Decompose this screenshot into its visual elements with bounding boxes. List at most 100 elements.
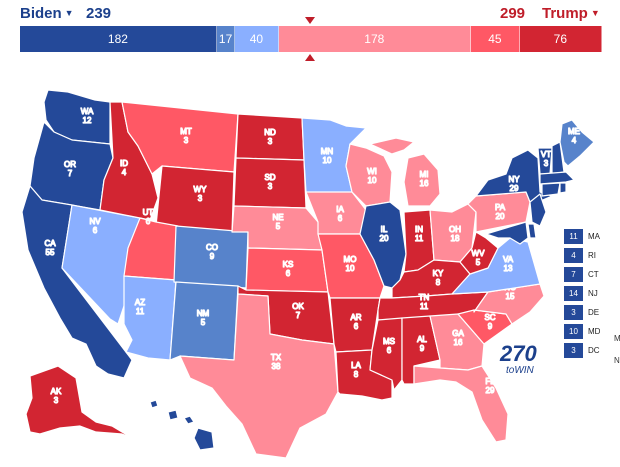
svg-text:AK3: AK 3 <box>51 387 62 405</box>
state-MS-abbr: MS <box>383 337 395 346</box>
svg-text:NE5: NE 5 <box>272 213 283 231</box>
state-MO-ev: 10 <box>346 264 355 273</box>
edge-label: N <box>614 356 620 365</box>
270towin-logo[interactable]: 270 toWIN <box>500 343 537 377</box>
small-state-row[interactable]: 11 MA <box>564 228 600 245</box>
state-VA[interactable]: VA 13 <box>451 237 541 295</box>
small-state-row[interactable]: 4 RI <box>564 247 600 264</box>
state-NC-ev: 15 <box>506 292 515 301</box>
state-WV[interactable]: WV 5 <box>459 231 499 275</box>
bar-segment-safe-trump: 76 <box>519 26 602 52</box>
state-NM[interactable]: NM 5 <box>169 281 239 361</box>
state-IN-abbr: IN <box>415 225 423 234</box>
small-state-row[interactable]: 14 NJ <box>564 285 600 302</box>
state-AR-abbr: AR <box>350 313 361 322</box>
small-state-abbr: DE <box>588 308 600 317</box>
small-states-list: 11 MA 4 RI 7 CT 14 NJ 3 DE 10 MD 3 DC <box>564 228 600 361</box>
state-MN[interactable]: MN 10 <box>301 117 367 195</box>
state-VT-abbr: VT <box>541 150 551 159</box>
bar-segment-lean-biden: 40 <box>235 26 279 52</box>
state-AZ-abbr: AZ <box>135 298 145 307</box>
state-IA-ev: 6 <box>338 214 343 223</box>
state-NV-ev: 6 <box>93 226 98 235</box>
state-ND-ev: 3 <box>268 137 273 146</box>
state-SC-abbr: SC <box>484 313 495 322</box>
state-ND[interactable]: ND 3 <box>235 113 305 161</box>
state-CT[interactable] <box>541 182 561 197</box>
state-IL-ev: 20 <box>380 234 389 243</box>
state-DE[interactable] <box>527 223 537 239</box>
state-RI[interactable] <box>559 182 567 194</box>
svg-text:SD3: SD 3 <box>264 173 275 191</box>
state-NJ[interactable] <box>529 193 547 227</box>
state-MN-abbr: MN <box>321 147 334 156</box>
state-TN-abbr: TN <box>419 293 430 302</box>
state-KS[interactable]: KS 6 <box>245 247 329 293</box>
state-AK[interactable]: AK 3 <box>25 365 133 439</box>
svg-text:UT6: UT 6 <box>143 208 154 226</box>
state-SC[interactable]: SC 9 <box>457 309 513 345</box>
small-state-row[interactable]: 7 CT <box>564 266 600 283</box>
state-WY-ev: 3 <box>198 194 203 203</box>
state-HI-abbr: HI <box>185 430 193 439</box>
state-LA[interactable]: LA 8 <box>335 349 393 401</box>
state-HI[interactable]: HI 4 <box>149 399 215 451</box>
state-VA-ev: 13 <box>504 264 513 273</box>
state-NY[interactable]: NY 29 <box>475 149 553 203</box>
state-TX[interactable]: TX 38 <box>179 293 339 459</box>
small-state-row[interactable]: 3 DE <box>564 304 600 321</box>
state-NE[interactable]: NE 5 <box>231 205 323 251</box>
state-CO[interactable]: CO 9 <box>173 225 249 289</box>
state-SD[interactable]: SD 3 <box>233 157 307 209</box>
state-NV-abbr: NV <box>89 217 101 226</box>
biden-candidate-menu[interactable]: Biden ▼ <box>20 5 74 22</box>
trump-dropdown-caret-icon[interactable]: ▼ <box>590 8 600 18</box>
state-AR-ev: 6 <box>354 322 359 331</box>
small-state-row[interactable]: 10 MD <box>564 323 600 340</box>
svg-text:HI4: HI 4 <box>185 430 193 448</box>
state-KY-ev: 8 <box>436 278 441 287</box>
svg-text:NV6: NV 6 <box>89 217 101 235</box>
state-FL-ev: 29 <box>486 386 495 395</box>
svg-text:OK7: OK 7 <box>292 302 304 320</box>
state-KS-abbr: KS <box>283 260 294 269</box>
state-AR[interactable]: AR 6 <box>329 297 381 353</box>
svg-text:AR6: AR 6 <box>350 313 361 331</box>
state-WA[interactable]: WA 12 <box>43 89 111 145</box>
bar-segment-likely-biden: 17 <box>216 26 236 52</box>
state-AZ[interactable]: AZ 11 <box>123 275 177 361</box>
state-ME[interactable]: ME 4 <box>559 119 595 167</box>
biden-dropdown-caret-icon[interactable]: ▼ <box>64 8 74 18</box>
bar-segment-likely-trump: 45 <box>471 26 520 52</box>
edge-label: M <box>614 334 620 343</box>
state-MI[interactable]: MI 16 <box>369 137 441 207</box>
trump-candidate-menu[interactable]: Trump ▼ <box>542 5 600 22</box>
state-MA[interactable] <box>539 171 575 185</box>
state-ID-abbr: ID <box>120 159 128 168</box>
state-MN-ev: 10 <box>323 156 332 165</box>
trump-label: Trump <box>542 5 588 22</box>
state-ID-ev: 4 <box>122 168 127 177</box>
state-OR-abbr: OR <box>64 160 76 169</box>
state-MD[interactable] <box>485 221 529 245</box>
state-GA-ev: 16 <box>454 338 463 347</box>
state-NM-ev: 5 <box>201 318 206 327</box>
state-WY[interactable]: WY 3 <box>155 165 235 233</box>
state-FL-abbr: FL <box>485 377 495 386</box>
state-NV[interactable]: NV 6 <box>61 204 141 325</box>
biden-label: Biden <box>20 5 62 22</box>
small-state-row[interactable]: 3 DC <box>564 342 600 359</box>
small-state-abbr: MA <box>588 232 600 241</box>
state-FL[interactable]: FL 29 <box>413 365 509 443</box>
state-VT[interactable]: VT 3 <box>537 147 553 175</box>
small-state-ev: 3 <box>564 343 583 358</box>
state-OH[interactable]: OH 18 <box>429 203 477 263</box>
